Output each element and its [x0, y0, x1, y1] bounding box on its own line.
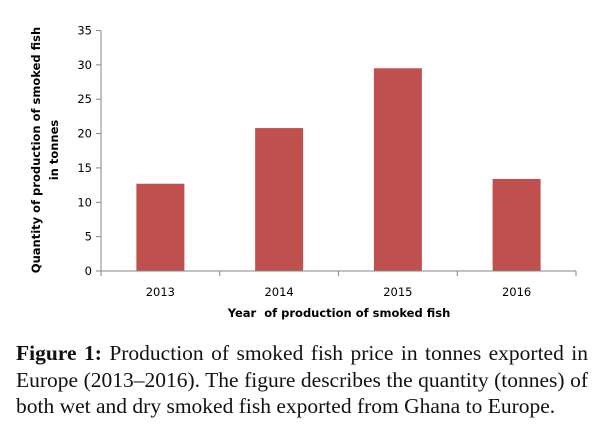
y-tick-label: 30 [77, 58, 92, 72]
y-axis: 0 5 10 15 20 25 30 35 [77, 24, 102, 278]
bar-2016 [492, 178, 541, 271]
y-tick-label: 25 [77, 92, 92, 106]
y-tick-label: 10 [77, 195, 92, 209]
bar-chart: Quantity of production of smoked fish in… [29, 24, 577, 320]
bars [136, 68, 541, 272]
x-tick-label: 2013 [146, 285, 175, 299]
y-tick-label: 0 [85, 264, 92, 278]
caption-label: Figure 1: [16, 341, 102, 365]
figure-caption: Figure 1: Production of smoked fish pric… [16, 340, 588, 420]
x-axis: 2013 2014 2015 2016 [100, 270, 577, 299]
x-tick-label: 2016 [502, 285, 531, 299]
x-tick-label: 2015 [383, 285, 412, 299]
y-tick-label: 5 [85, 230, 92, 244]
y-tick-label: 15 [77, 161, 92, 175]
y-tick-label: 20 [77, 127, 92, 141]
bar-2014 [255, 128, 304, 271]
y-axis-title: Quantity of production of smoked fish in… [29, 27, 61, 273]
y-tick-label: 35 [77, 24, 92, 38]
bar-2015 [373, 68, 422, 272]
bar-2013 [136, 183, 185, 271]
y-axis-title-line-2: in tonnes [47, 120, 61, 181]
x-tick-label: 2014 [264, 285, 293, 299]
caption-text: Production of smoked fish price in tonne… [16, 341, 589, 418]
x-axis-title: Year of production of smoked fish [227, 306, 451, 320]
y-axis-title-line-1: Quantity of production of smoked fish [29, 27, 43, 273]
